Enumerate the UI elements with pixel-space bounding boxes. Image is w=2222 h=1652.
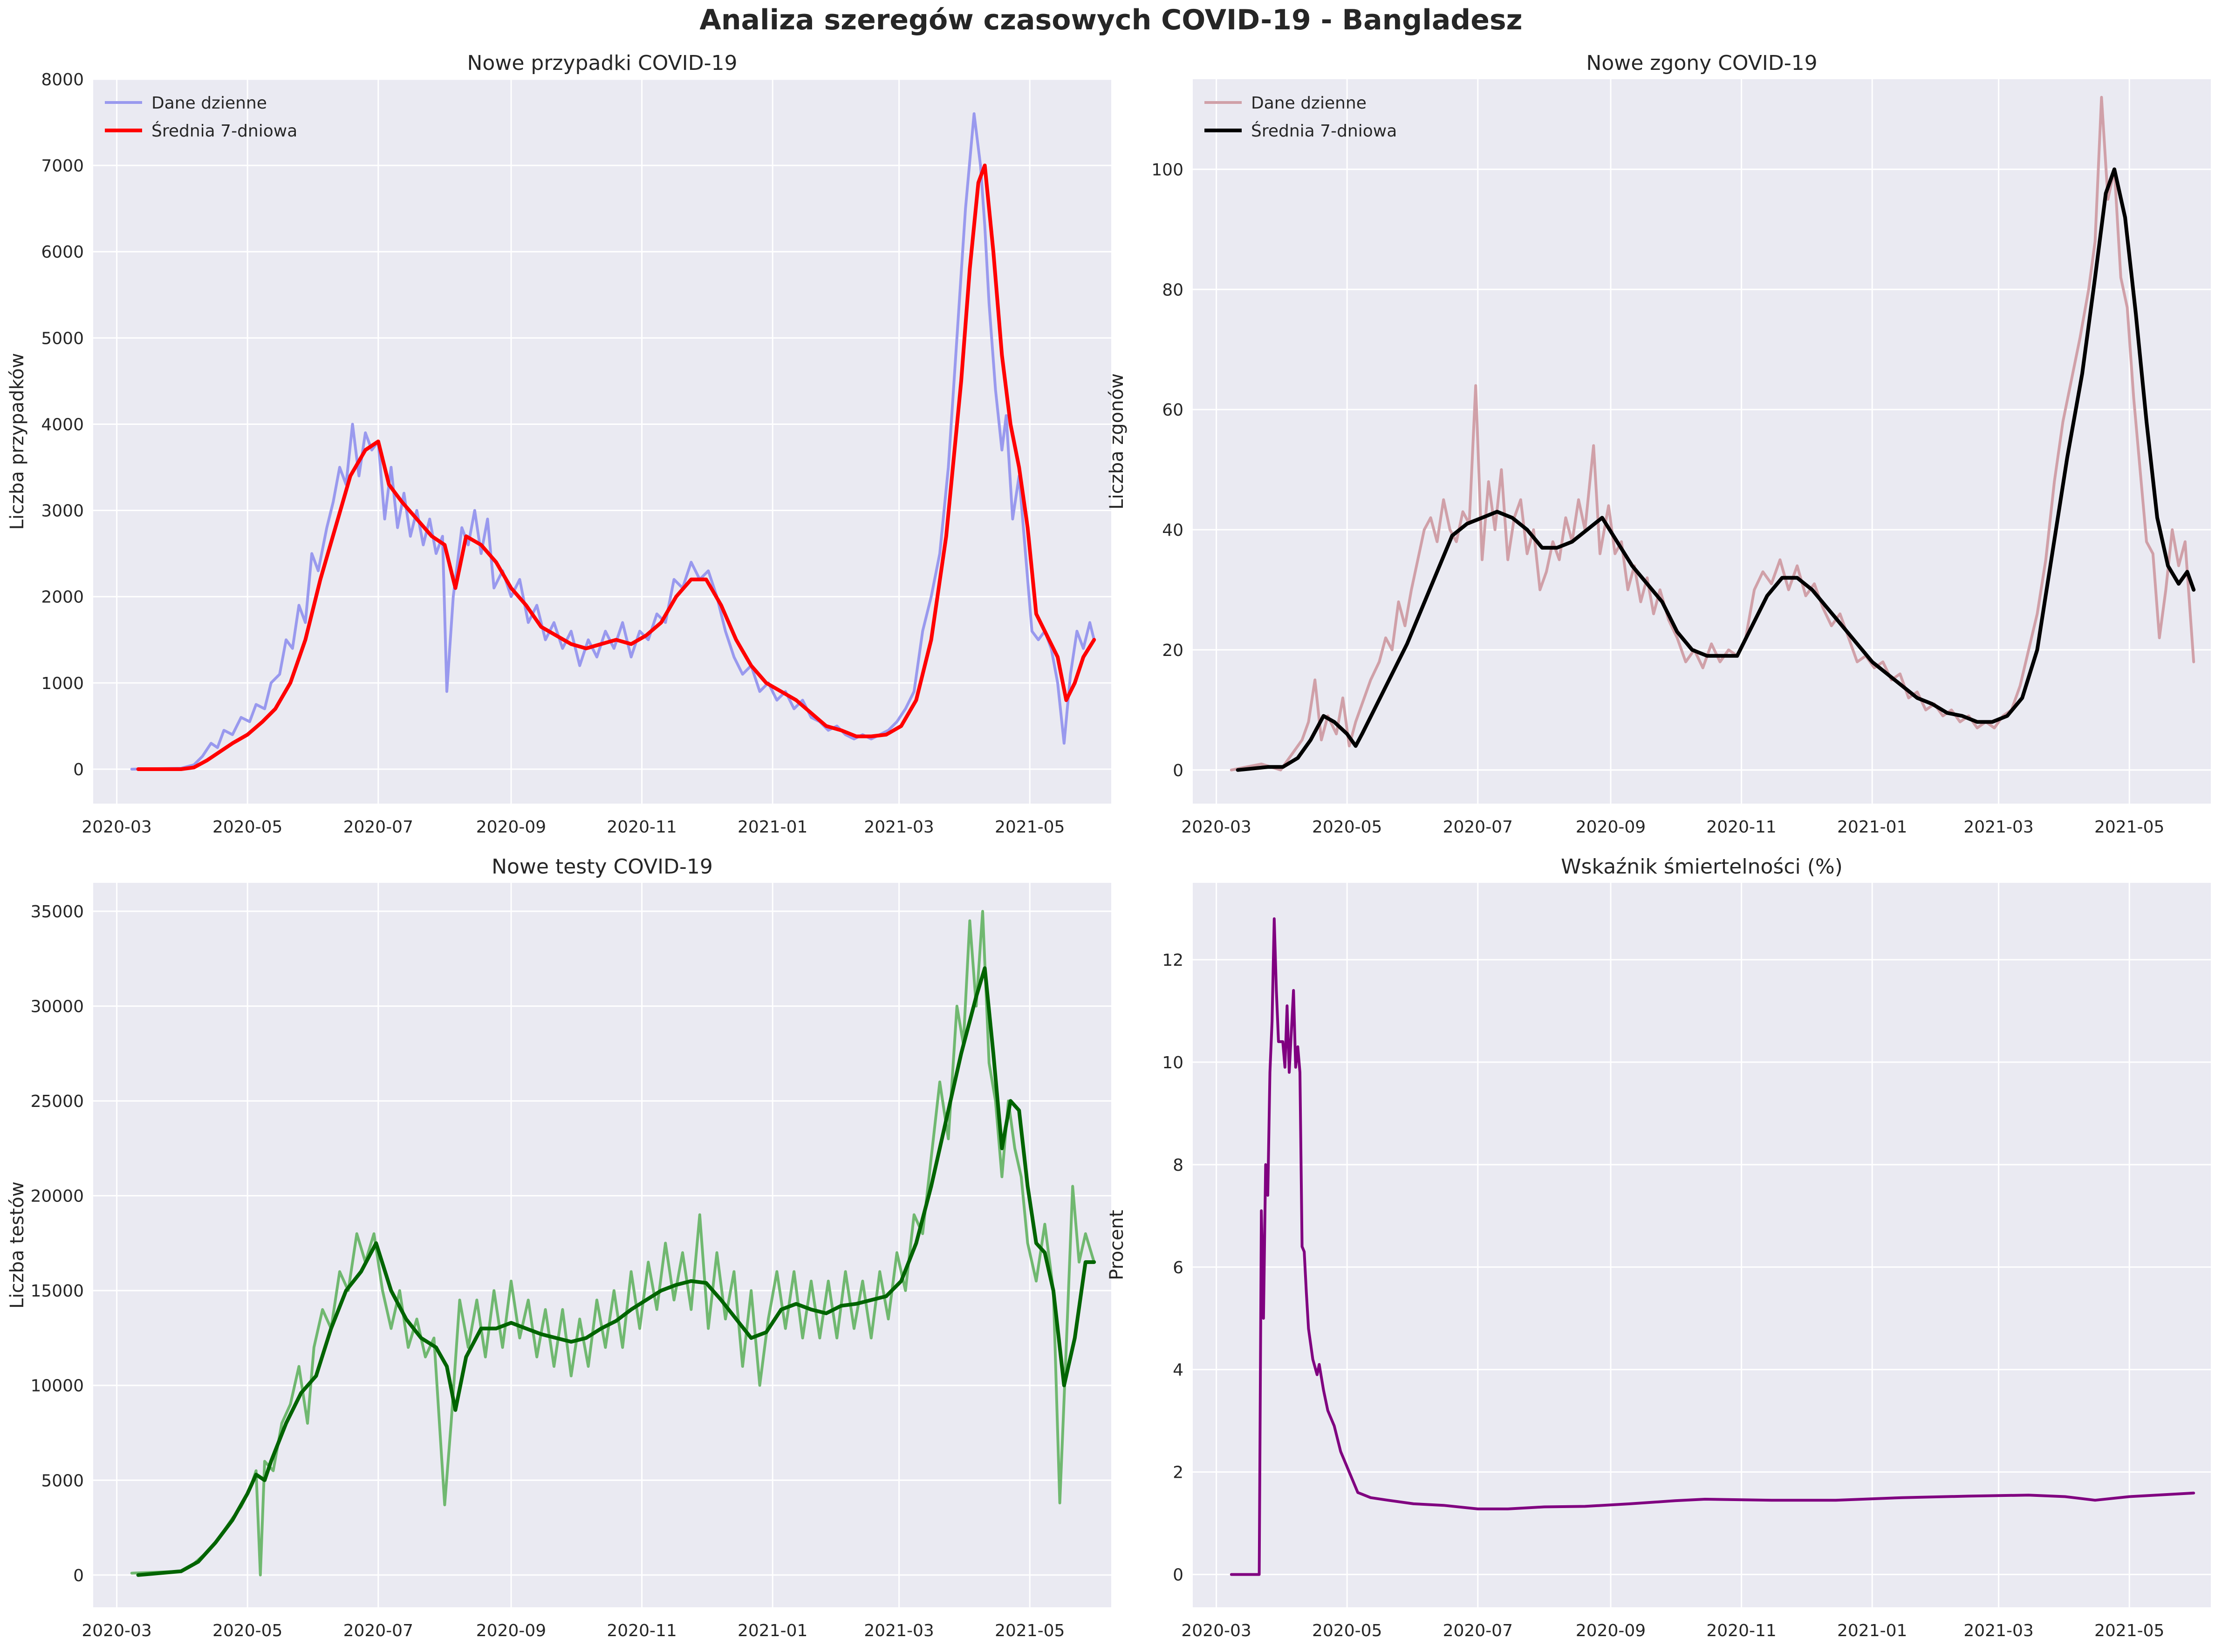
x-tick-label: 2020-05 [212,1621,282,1640]
y-tick-label: 0 [73,760,84,779]
y-tick-label: 4 [1173,1361,1183,1380]
series-line-daily [1230,917,2195,1576]
y-tick-label: 8000 [41,70,84,89]
y-tick-label: 0 [1173,761,1183,780]
x-tick-label: 2020-09 [476,818,546,837]
y-axis-label: Liczba zgonów [1106,373,1128,509]
y-tick-label: 5000 [41,329,84,348]
y-tick-label: 35000 [30,902,84,922]
x-tick-label: 2021-01 [738,1621,807,1640]
y-tick-label: 25000 [30,1092,84,1111]
y-axis-label: Liczba przypadków [7,353,28,530]
series-line-daily [130,910,1096,1577]
y-tick-label: 1000 [41,674,84,693]
x-tick-label: 2020-03 [1181,818,1251,837]
y-tick-label: 15000 [30,1282,84,1301]
legend: Dane dzienne Średnia 7-dniowa [105,94,297,141]
y-axis-label: Procent [1106,1210,1128,1280]
x-tick-label: 2020-07 [1443,1621,1513,1640]
series-line-rolling [136,164,1096,771]
x-tick-label: 2021-03 [864,1621,934,1640]
y-tick-label: 40 [1162,521,1183,540]
x-tick-label: 2020-03 [82,1621,151,1640]
y-tick-label: 20 [1162,641,1183,660]
x-tick-label: 2020-05 [1312,818,1382,837]
x-tick-label: 2020-05 [1312,1621,1382,1640]
x-tick-label: 2020-09 [476,1621,546,1640]
y-tick-label: 60 [1162,401,1183,420]
legend-label: Średnia 7-dniowa [1251,121,1397,141]
x-tick-label: 2021-05 [2094,1621,2164,1640]
y-tick-label: 6000 [41,243,84,262]
y-tick-label: 80 [1162,280,1183,300]
series-line-rolling [1236,167,2196,772]
x-tick-label: 2021-01 [738,818,807,837]
y-tick-label: 3000 [41,502,84,521]
legend: Dane dzienne Średnia 7-dniowa [1204,94,1397,141]
y-tick-label: 2 [1173,1463,1183,1482]
x-tick-label: 2021-03 [864,818,934,837]
y-tick-label: 10 [1162,1053,1183,1072]
chart-title: Nowe zgony COVID-19 [1586,51,1817,75]
chart-title: Nowe testy COVID-19 [492,855,713,879]
x-tick-label: 2020-03 [1181,1621,1251,1640]
chart-panel-cfr: 2020-03 2020-05 2020-07 2020-09 2020-11 2021-… [1106,855,2211,1640]
x-tick-label: 2020-11 [1706,1621,1776,1640]
y-axis-label: Liczba testów [7,1181,28,1309]
figure-suptitle: Analiza szeregów czasowych COVID-19 - Ba… [699,4,1523,36]
x-tick-label: 2021-05 [995,818,1065,837]
x-tick-label: 2021-05 [2094,818,2164,837]
x-tick-label: 2020-09 [1576,1621,1646,1640]
series-line-daily [130,112,1096,771]
chart-panel-cases: 2020-03 2020-05 2020-07 2020-09 2020-11 2021-… [7,51,1111,837]
plot-area [1193,79,2211,804]
y-tick-label: 6 [1173,1258,1183,1277]
plot-area [1193,883,2211,1607]
y-tick-label: 12 [1162,951,1183,970]
y-tick-label: 2000 [41,588,84,607]
y-tick-label: 100 [1151,160,1183,179]
x-tick-label: 2020-07 [343,818,413,837]
legend-label: Średnia 7-dniowa [151,121,297,141]
x-tick-label: 2021-01 [1837,1621,1907,1640]
series-line-rolling [136,966,1096,1577]
chart-title: Wskaźnik śmiertelności (%) [1561,855,1843,879]
y-tick-label: 4000 [41,415,84,434]
y-tick-label: 10000 [30,1377,84,1396]
y-tick-label: 0 [73,1566,84,1585]
legend-label: Dane dzienne [151,94,267,113]
x-tick-label: 2021-01 [1837,818,1907,837]
x-tick-label: 2021-05 [995,1621,1065,1640]
y-tick-label: 0 [1173,1566,1183,1585]
x-tick-label: 2020-11 [1706,818,1776,837]
x-tick-label: 2020-05 [212,818,282,837]
x-tick-label: 2020-09 [1576,818,1646,837]
x-tick-label: 2020-07 [343,1621,413,1640]
chart-panel-deaths: 2020-03 2020-05 2020-07 2020-09 2020-11 2021-… [1106,51,2211,837]
x-tick-label: 2020-11 [607,1621,677,1640]
plot-area [93,79,1111,804]
x-tick-label: 2020-03 [82,818,151,837]
y-tick-label: 5000 [41,1471,84,1490]
chart-title: Nowe przypadki COVID-19 [467,51,738,75]
y-tick-label: 7000 [41,157,84,176]
y-tick-label: 8 [1173,1156,1183,1175]
legend-label: Dane dzienne [1251,94,1367,113]
x-tick-label: 2020-07 [1443,818,1513,837]
y-tick-label: 30000 [30,997,84,1017]
x-tick-label: 2021-03 [1963,1621,2033,1640]
x-tick-label: 2020-11 [607,818,677,837]
y-tick-label: 20000 [30,1187,84,1206]
x-tick-label: 2021-03 [1963,818,2033,837]
chart-panel-tests: 2020-03 2020-05 2020-07 2020-09 2020-11 2021-… [7,855,1111,1640]
